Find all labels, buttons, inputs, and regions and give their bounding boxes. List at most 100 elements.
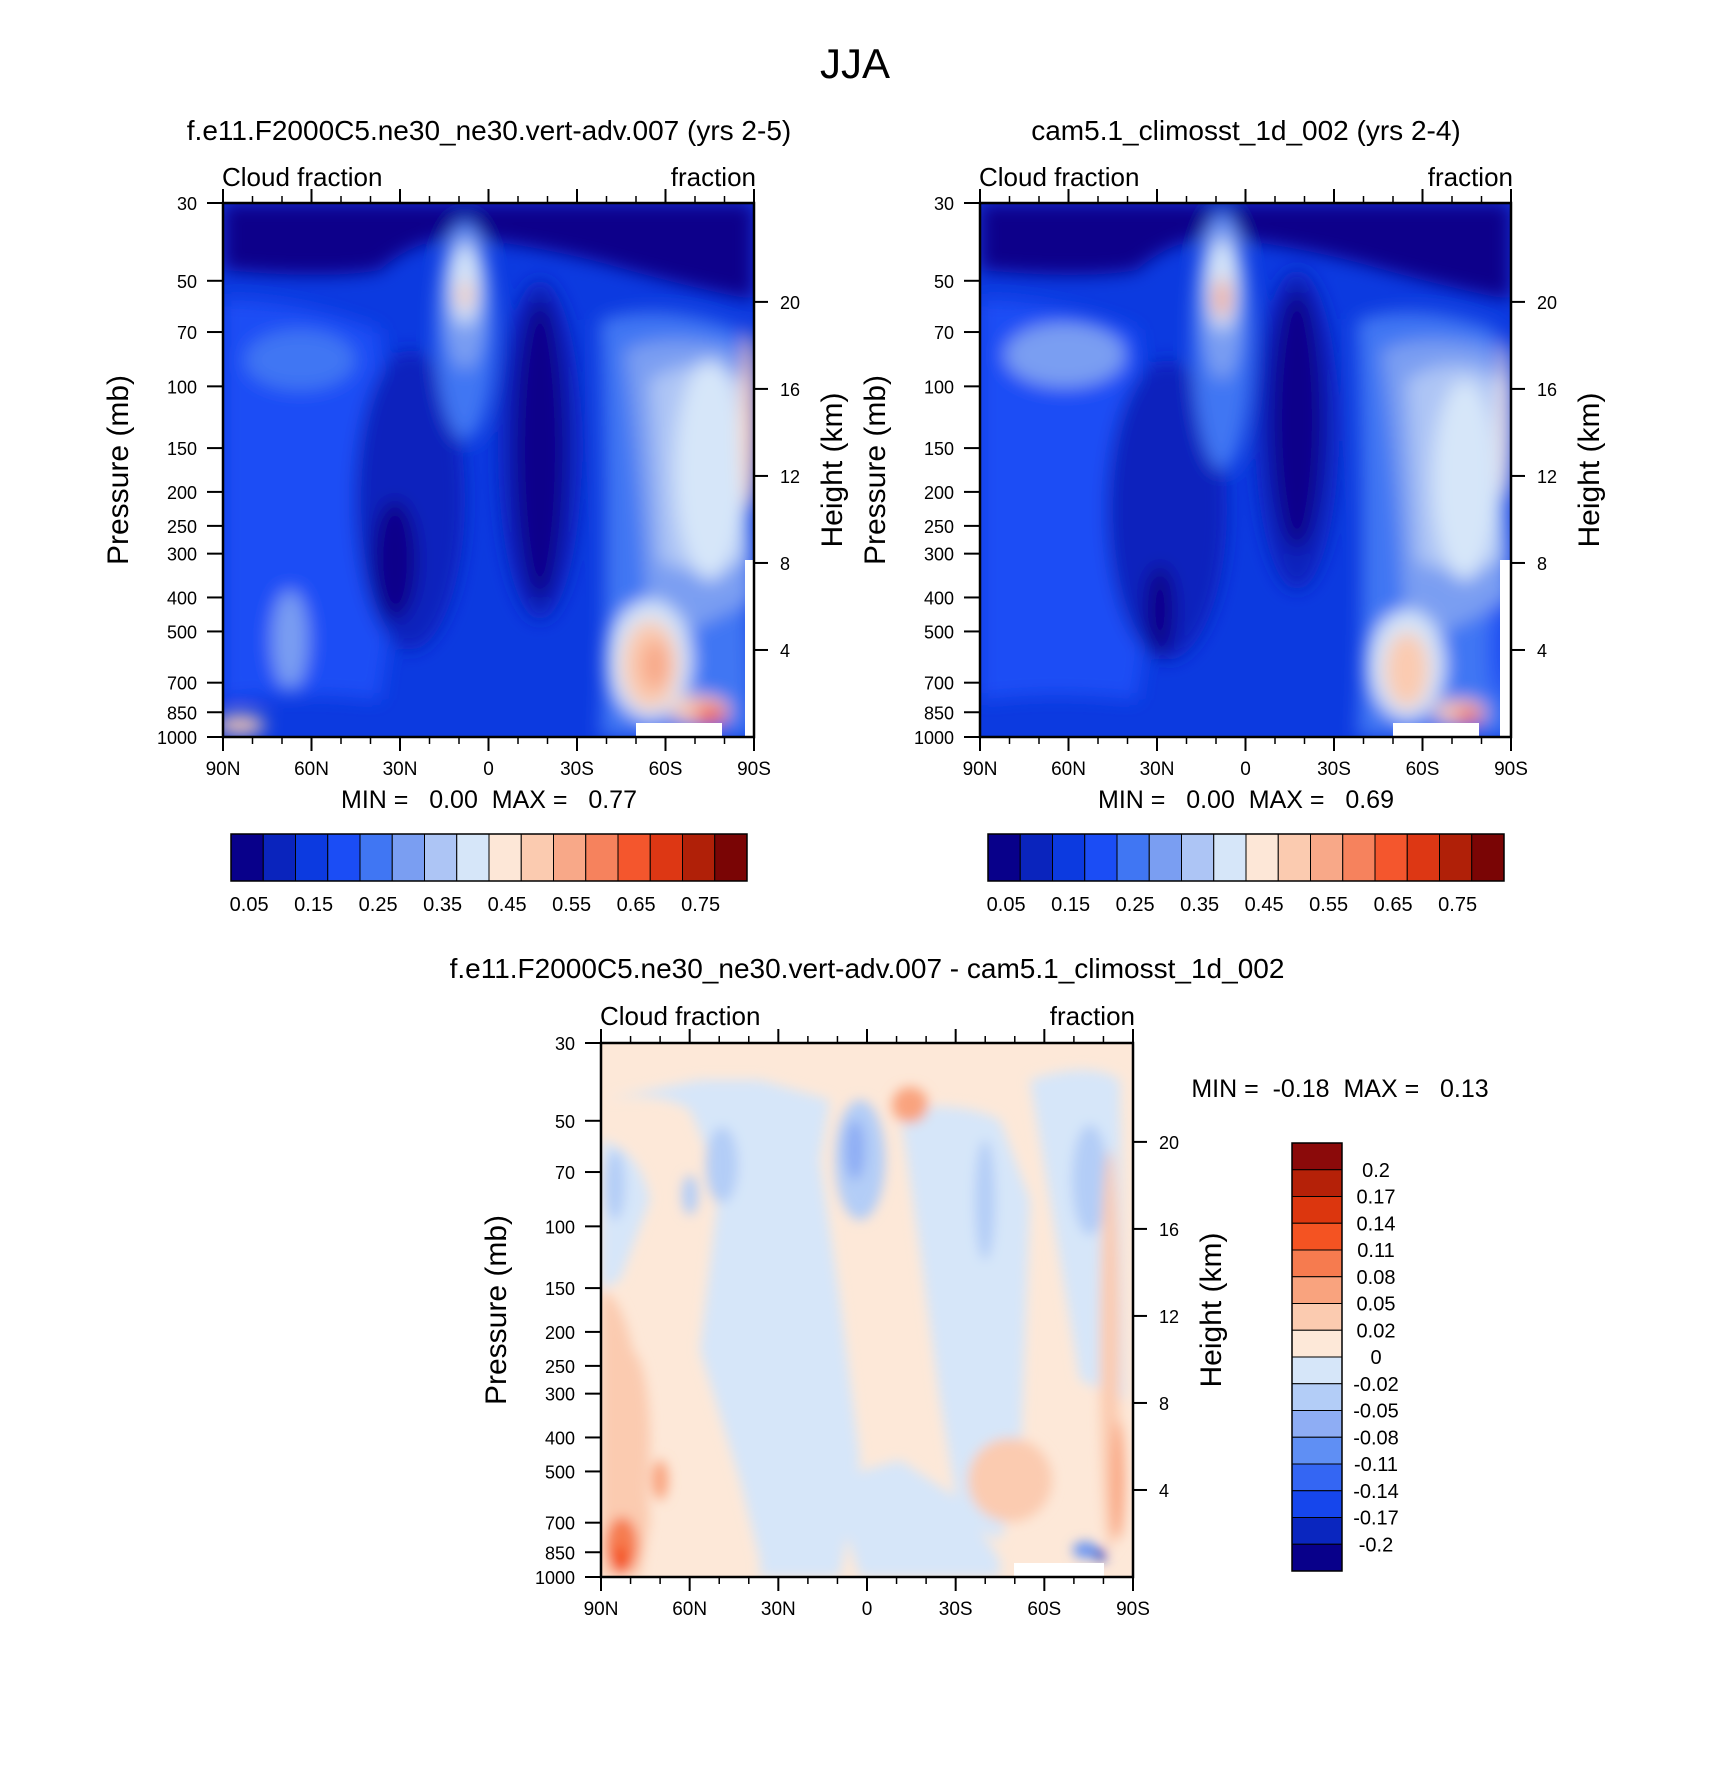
colorbar-swatch <box>424 833 458 882</box>
height-tick-label: 8 <box>1537 554 1547 574</box>
colorbar-label: 0.05 <box>230 894 269 916</box>
colorbar-swatch <box>1291 1249 1343 1278</box>
colorbar-swatch <box>1291 1303 1343 1331</box>
colorbar-frame <box>230 833 748 882</box>
colorbar-swatch <box>1291 1436 1343 1465</box>
panel-2-colorbar: 0.05 0.15 0.25 0.35 0.45 0.55 0.65 0.75 <box>987 833 1505 916</box>
colorbar-label: 0.17 <box>1357 1187 1396 1209</box>
colorbar-swatch <box>1291 1356 1343 1385</box>
pressure-tick-label: 200 <box>545 1323 575 1343</box>
pressure-tick-label: 200 <box>924 483 954 503</box>
colorbar-swatch <box>1116 833 1150 882</box>
panel-3-left-string: Cloud fraction <box>600 1001 760 1031</box>
colorbar-swatch <box>295 833 329 882</box>
colorbar-label: -0.11 <box>1354 1454 1398 1476</box>
colorbar-swatch <box>1291 1196 1343 1224</box>
colorbar-label: 0.08 <box>1357 1267 1396 1289</box>
panel-2-title: cam5.1_climosst_1d_002 (yrs 2-4) <box>1031 115 1461 146</box>
latitude-tick-label: 90S <box>1494 759 1528 780</box>
panel-2-axes: 30 50 70 100 150 200 250 300 400 500 700 850 1000 20 1… <box>914 189 1557 780</box>
figure-title: JJA <box>820 40 890 87</box>
colorbar-label: 0.15 <box>1051 894 1090 916</box>
panel-3-axes: 30 50 70 100 150 200 250 300 400 500 700 850 1000 20 1… <box>535 1029 1179 1620</box>
panel-2: cam5.1_climosst_1d_002 (yrs 2-4) Cloud f… <box>859 115 1606 916</box>
panel-3-ylabel: Pressure (mb) <box>480 1215 513 1405</box>
colorbar-label: -0.17 <box>1353 1508 1399 1530</box>
latitude-tick-label: 60S <box>649 759 683 780</box>
height-tick-label: 16 <box>1537 380 1557 400</box>
pressure-tick-label: 1000 <box>914 728 954 748</box>
colorbar-label: 0.75 <box>1438 894 1477 916</box>
pressure-tick-label: 1000 <box>535 1568 575 1588</box>
colorbar-swatch <box>553 833 587 882</box>
colorbar-label: 0.05 <box>1357 1294 1396 1316</box>
colorbar-label: -0.05 <box>1353 1401 1399 1423</box>
colorbar-swatch <box>1052 833 1086 882</box>
latitude-tick-label: 0 <box>483 759 494 780</box>
colorbar-swatch <box>359 833 393 882</box>
pressure-tick-label: 500 <box>545 1462 575 1482</box>
latitude-tick-label: 60S <box>1406 759 1440 780</box>
height-tick-label: 12 <box>1537 467 1557 487</box>
colorbar-swatch <box>327 833 361 882</box>
panel-3-title: f.e11.F2000C5.ne30_ne30.vert-adv.007 - c… <box>450 953 1285 984</box>
height-tick-label: 8 <box>1159 1394 1169 1414</box>
pressure-tick-label: 300 <box>545 1385 575 1405</box>
pressure-tick-label: 70 <box>934 323 954 343</box>
colorbar-label: 0 <box>1370 1347 1381 1369</box>
panel-1-title: f.e11.F2000C5.ne30_ne30.vert-adv.007 (yr… <box>187 115 791 146</box>
pressure-tick-label: 200 <box>167 483 197 503</box>
colorbar-swatch <box>1291 1410 1343 1438</box>
colorbar-swatch <box>1406 833 1440 882</box>
colorbar-swatch <box>230 833 264 882</box>
latitude-tick-label: 0 <box>1240 759 1251 780</box>
colorbar-swatch <box>1374 833 1408 882</box>
colorbar-label: -0.2 <box>1359 1534 1393 1556</box>
colorbar-label: 0.35 <box>423 894 462 916</box>
colorbar-frame <box>1291 1142 1343 1572</box>
height-tick-label: 12 <box>780 467 800 487</box>
height-tick-label: 4 <box>1159 1481 1169 1501</box>
colorbar-label: 0.75 <box>681 894 720 916</box>
latitude-tick-label: 90N <box>206 759 241 780</box>
latitude-tick-label: 90S <box>737 759 771 780</box>
pressure-tick-label: 50 <box>177 272 197 292</box>
panel-1-right-string: fraction <box>671 162 756 192</box>
pressure-tick-label: 50 <box>934 272 954 292</box>
colorbar-swatch <box>1291 1276 1343 1304</box>
colorbar-swatch <box>1213 833 1247 882</box>
latitude-tick-label: 0 <box>862 1599 873 1620</box>
colorbar-swatch <box>1277 833 1311 882</box>
colorbar-label: -0.14 <box>1353 1481 1399 1503</box>
pressure-tick-label: 700 <box>545 1514 575 1534</box>
panel-3: f.e11.F2000C5.ne30_ne30.vert-adv.007 - c… <box>450 953 1489 1620</box>
pressure-tick-label: 100 <box>545 1217 575 1237</box>
colorbar-swatch <box>1291 1169 1343 1197</box>
pressure-tick-label: 500 <box>924 622 954 642</box>
pressure-tick-label: 30 <box>555 1034 575 1054</box>
pressure-tick-label: 100 <box>167 377 197 397</box>
colorbar-swatch <box>1181 833 1215 882</box>
colorbar-label: 0.14 <box>1357 1213 1396 1235</box>
pressure-tick-label: 30 <box>177 194 197 214</box>
panel-1-contour-field <box>223 203 754 737</box>
colorbar-swatch <box>714 833 748 882</box>
panel-3-colorbar: 0.2 0.17 0.14 0.11 0.08 0.05 0.02 0 -0.02 -0.05 -0… <box>1291 1142 1399 1572</box>
height-tick-label: 8 <box>780 554 790 574</box>
pressure-tick-label: 300 <box>167 545 197 565</box>
pressure-tick-label: 700 <box>924 674 954 694</box>
colorbar-swatch <box>1291 1490 1343 1518</box>
colorbar-swatch <box>1291 1517 1343 1545</box>
panel-3-stats: MIN = -0.18 MAX = 0.13 <box>1191 1075 1488 1103</box>
colorbar-label: 0.02 <box>1357 1320 1396 1342</box>
colorbar-swatch <box>1084 833 1118 882</box>
colorbar-swatch <box>1291 1463 1343 1492</box>
colorbar-label: 0.11 <box>1357 1240 1394 1262</box>
colorbar-swatch <box>987 833 1021 882</box>
height-tick-label: 12 <box>1159 1307 1179 1327</box>
height-tick-label: 20 <box>1537 293 1557 313</box>
colorbar-label: 0.55 <box>552 894 591 916</box>
colorbar-swatch <box>617 833 651 882</box>
pressure-tick-label: 250 <box>545 1357 575 1377</box>
